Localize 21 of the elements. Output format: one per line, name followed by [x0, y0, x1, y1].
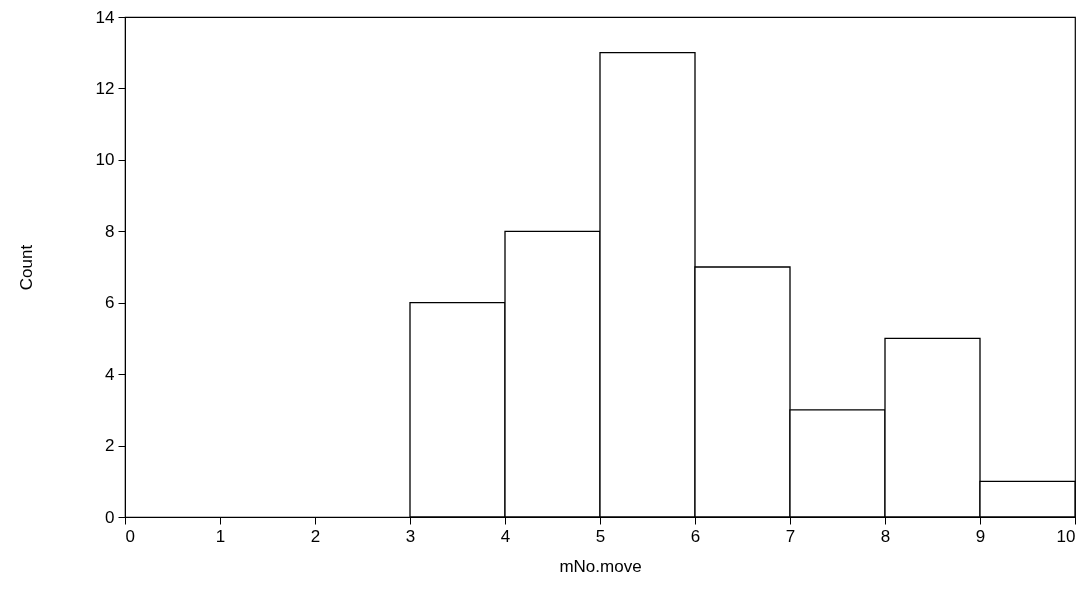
y-tick-label: 10 — [95, 150, 115, 170]
x-tick-label: 2 — [310, 526, 321, 546]
y-axis-title: Count — [16, 244, 36, 291]
y-tick-label: 6 — [105, 293, 115, 313]
y-tick-label: 12 — [95, 78, 115, 98]
y-tick-label: 2 — [105, 436, 115, 456]
x-tick-label: 1 — [215, 526, 226, 546]
x-axis-title: mNo.move — [559, 556, 642, 576]
x-tick-label: 6 — [690, 526, 701, 546]
x-tick-label: 4 — [500, 526, 511, 546]
y-tick-label: 0 — [105, 507, 115, 527]
y-tick-label: 4 — [105, 364, 115, 384]
y-tick-label: 8 — [105, 221, 115, 241]
x-tick-label: 10 — [1056, 526, 1076, 546]
x-tick-label: 8 — [880, 526, 891, 546]
x-tick-label: 0 — [125, 526, 135, 546]
y-tick-label: 14 — [95, 7, 115, 27]
x-tick-label: 9 — [975, 526, 986, 546]
x-tick-label: 3 — [405, 526, 416, 546]
x-tick-label: 5 — [595, 526, 606, 546]
x-tick-label: 7 — [785, 526, 796, 546]
